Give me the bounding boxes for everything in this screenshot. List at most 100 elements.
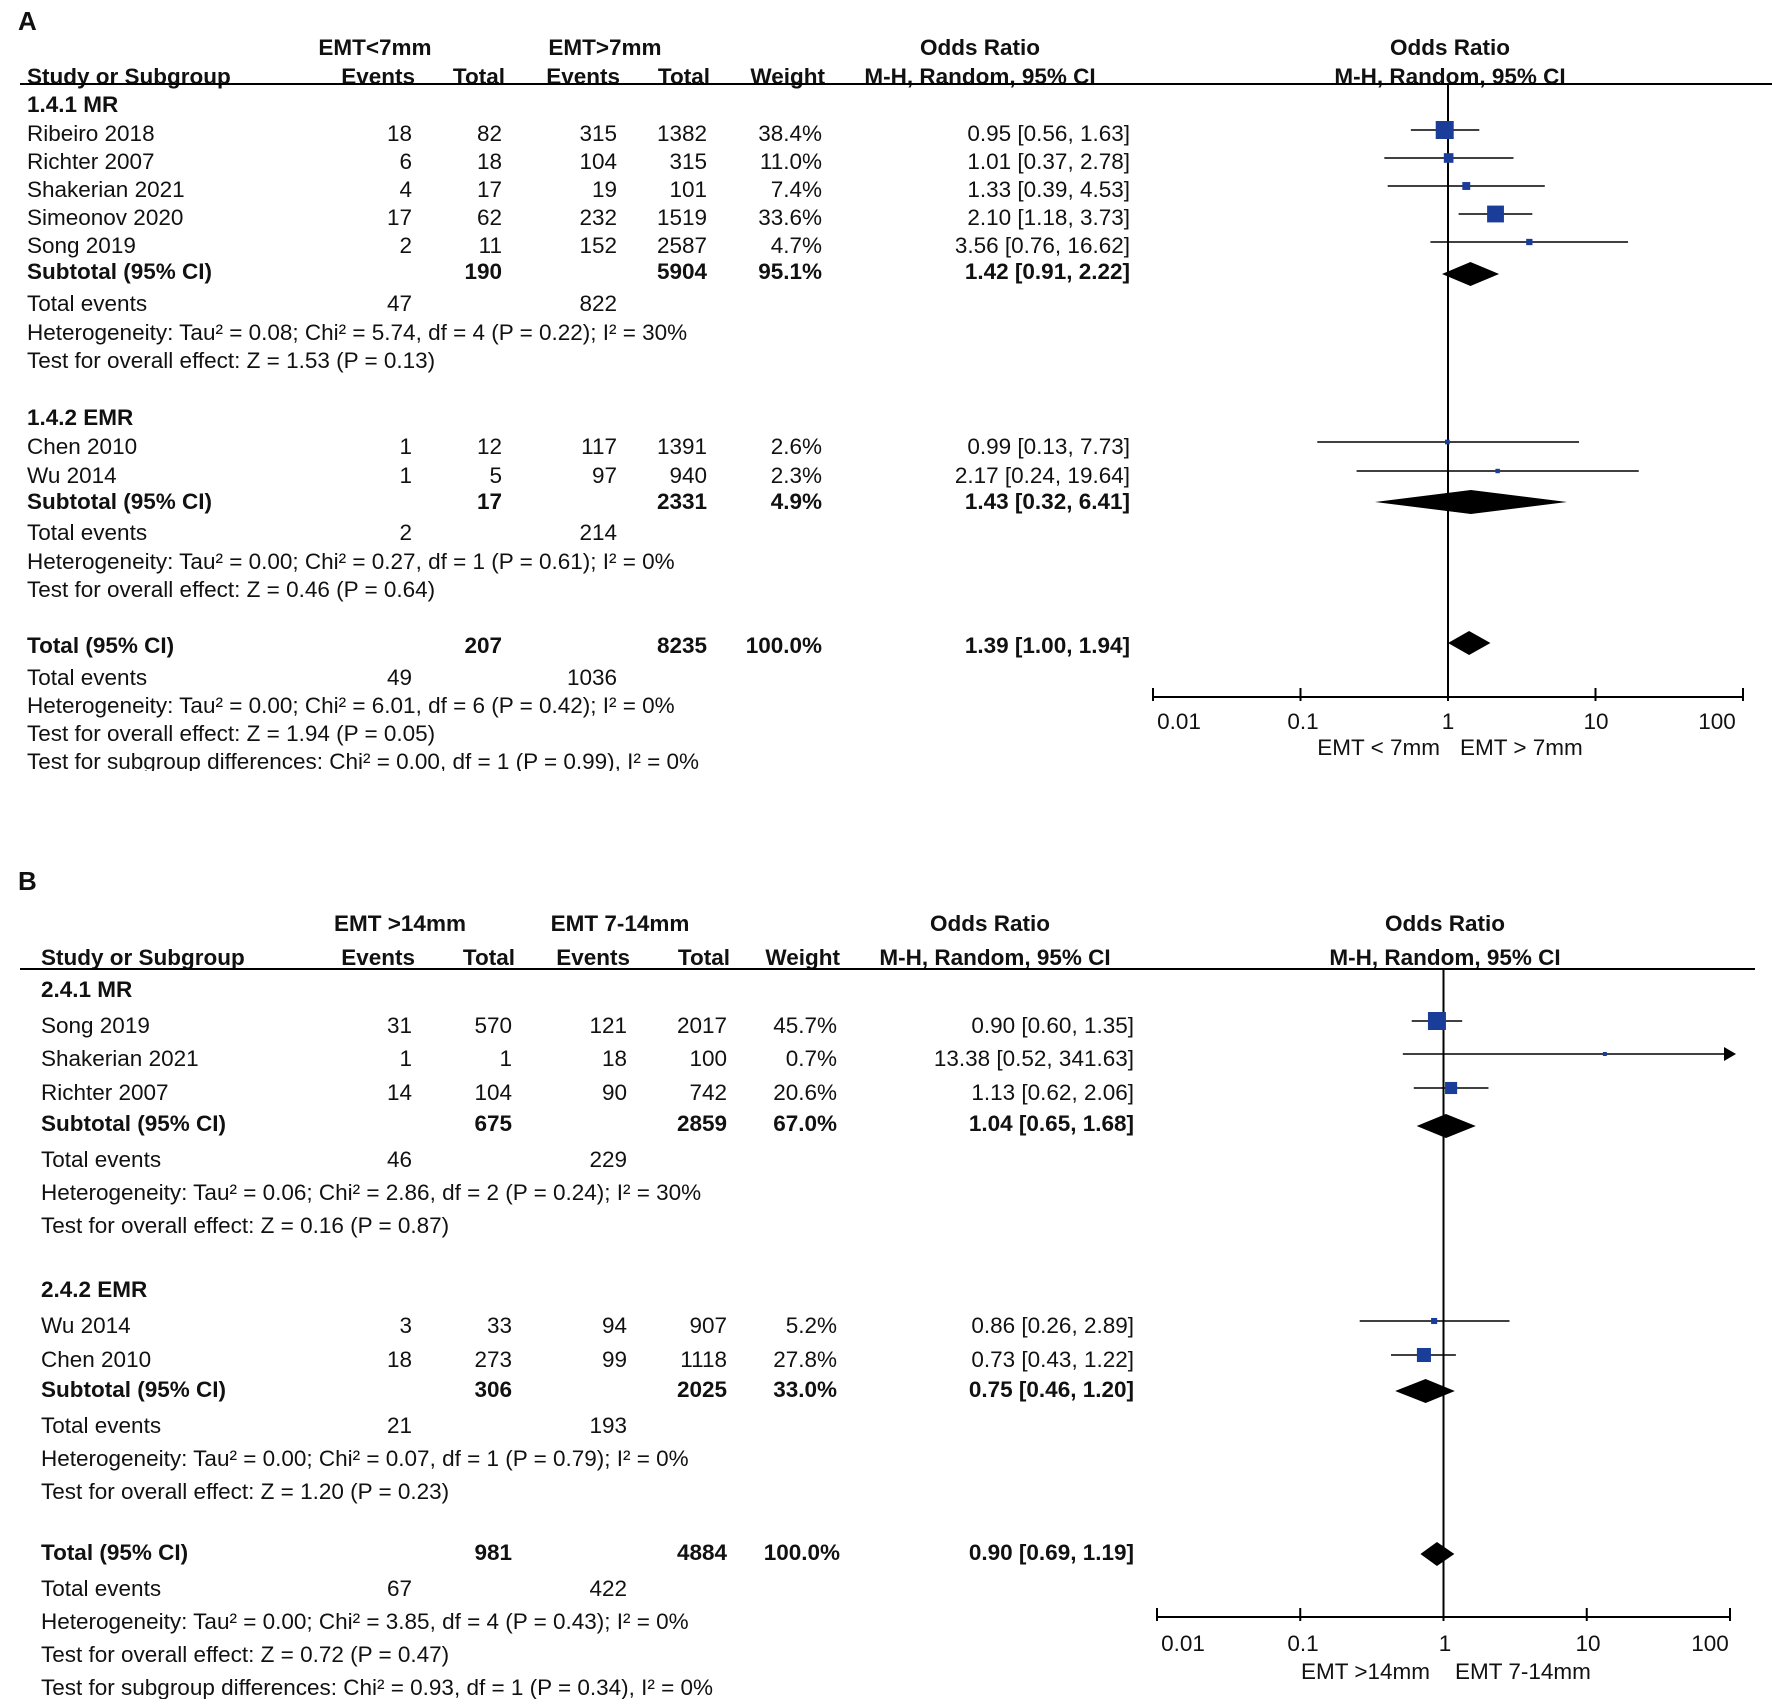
heterogeneity-text: Heterogeneity: Tau² = 0.00; Chi² = 6.01,… [27, 693, 675, 718]
total2-cell: 2017 [676, 1013, 727, 1038]
study-marker [1445, 1081, 1458, 1095]
panel-label-b: B [18, 866, 37, 896]
or-ci-cell: 0.73 [0.43, 1.22] [971, 1347, 1134, 1372]
events1-cell: 18 [386, 1347, 412, 1372]
subtotal-or-ci: 0.75 [0.46, 1.20] [968, 1377, 1134, 1402]
total-or-ci: 1.39 [1.00, 1.94] [964, 633, 1130, 658]
or-ci-cell: 2.10 [1.18, 3.73] [967, 205, 1130, 230]
axis-tick-label: 1 [1441, 709, 1455, 734]
total-diamond [1420, 1542, 1455, 1566]
total-events2: 1036 [566, 665, 617, 690]
events2-cell: 121 [589, 1013, 627, 1038]
total2-cell: 742 [689, 1080, 727, 1105]
forest-plot-b-canvas [20, 968, 1755, 1621]
total1-cell: 12 [476, 434, 502, 459]
subtotal-diamond [1416, 1114, 1476, 1138]
total1-cell: 1 [499, 1046, 512, 1071]
ci-arrow [1724, 1047, 1736, 1061]
subgroup-diff-text: Test for subgroup differences: Chi² = 0.… [27, 749, 700, 771]
subtotal-or-ci: 1.04 [0.65, 1.68] [968, 1111, 1134, 1136]
overall-effect-text: Test for overall effect: Z = 1.20 (P = 0… [41, 1479, 450, 1504]
weight-cell: 45.7% [773, 1013, 837, 1038]
total1-cell: 570 [474, 1013, 512, 1038]
heterogeneity-text: Heterogeneity: Tau² = 0.00; Chi² = 3.85,… [41, 1609, 689, 1634]
subgroup-diff-text: Test for subgroup differences: Chi² = 0.… [41, 1675, 714, 1699]
events2-cell: 152 [579, 233, 617, 258]
axis-tick-label: 10 [1575, 1631, 1601, 1656]
total1-cell: 104 [474, 1080, 512, 1105]
total-events2: 422 [589, 1576, 627, 1601]
weight-cell: 11.0% [759, 149, 822, 174]
events1-cell: 6 [399, 149, 412, 174]
subgroup-title: 1.4.2 EMR [27, 405, 134, 430]
total2-header: Total [677, 945, 730, 970]
forest-plot-a: A EMT<7mm EMT>7mm Odds Ratio Odds Ratio … [0, 0, 1772, 775]
weight-cell: 27.8% [773, 1347, 837, 1372]
or-ci-cell: 3.56 [0.76, 16.62] [954, 233, 1130, 258]
subtotal-weight: 95.1% [758, 259, 822, 284]
heterogeneity-text: Heterogeneity: Tau² = 0.08; Chi² = 5.74,… [27, 320, 688, 345]
events1-cell: 1 [399, 1046, 412, 1071]
forest-plot-b: B EMT >14mm EMT 7-14mm Odds Ratio Odds R… [0, 862, 1772, 1705]
total-events2: 214 [579, 520, 617, 545]
events2-cell: 94 [601, 1313, 627, 1338]
group2-header: EMT 7-14mm [550, 911, 690, 936]
total2-cell: 2587 [656, 233, 707, 258]
study-name: Ribeiro 2018 [27, 121, 155, 146]
subtotal-total1: 17 [476, 489, 502, 514]
subtotal-total1: 306 [474, 1377, 512, 1402]
subtotal-diamond [1375, 490, 1568, 514]
weight-cell: 20.6% [773, 1080, 837, 1105]
events1-cell: 2 [399, 233, 412, 258]
total2-cell: 100 [689, 1046, 727, 1071]
total1-header: Total [462, 945, 515, 970]
subgroup-title: 1.4.1 MR [27, 92, 119, 117]
total2-cell: 1118 [680, 1347, 727, 1372]
total-events-label: Total events [41, 1147, 162, 1172]
axis-tick-label: 1 [1438, 1631, 1452, 1656]
panel-label-a: A [18, 6, 37, 36]
group2-header: EMT>7mm [548, 35, 662, 60]
subtotal-diamond [1395, 1379, 1455, 1403]
subtotal-total1: 675 [474, 1111, 512, 1136]
subtotal-total1: 190 [464, 259, 502, 284]
axis-tick-label: 0.1 [1287, 1631, 1319, 1656]
events1-cell: 17 [386, 205, 412, 230]
study-marker [1443, 153, 1454, 163]
subtotal-weight: 33.0% [773, 1377, 837, 1402]
or-ci-cell: 1.33 [0.39, 4.53] [967, 177, 1130, 202]
or-ci-cell: 0.99 [0.13, 7.73] [967, 434, 1130, 459]
axis-tick-label: 100 [1698, 709, 1736, 734]
subtotal-diamond [1441, 262, 1500, 286]
study-marker [1435, 121, 1454, 139]
total2-cell: 1382 [656, 121, 707, 146]
study-marker [1495, 468, 1500, 474]
heterogeneity-text: Heterogeneity: Tau² = 0.00; Chi² = 0.07,… [41, 1446, 689, 1471]
total1-cell: 11 [478, 233, 502, 258]
total-or-ci: 0.90 [0.69, 1.19] [968, 1540, 1134, 1565]
odds-ratio-plot-header: Odds Ratio [1389, 35, 1510, 60]
total1-cell: 62 [476, 205, 502, 230]
study-marker [1427, 1012, 1446, 1030]
total1-cell: 33 [486, 1313, 512, 1338]
total2-cell: 1391 [656, 434, 707, 459]
subtotal-weight: 67.0% [773, 1111, 837, 1136]
subtotal-weight: 4.9% [770, 489, 822, 514]
odds-ratio-header: Odds Ratio [919, 35, 1040, 60]
total1-cell: 5 [489, 463, 502, 488]
study-name: Song 2019 [27, 233, 136, 258]
overall-effect-text: Test for overall effect: Z = 0.72 (P = 0… [41, 1642, 450, 1667]
total2-cell: 101 [669, 177, 707, 202]
or-ci-cell: 0.86 [0.26, 2.89] [971, 1313, 1134, 1338]
events2-cell: 104 [579, 149, 617, 174]
total-events2: 229 [589, 1147, 627, 1172]
subtotal-label: Subtotal (95% CI) [27, 489, 213, 514]
total-events1: 47 [386, 291, 412, 316]
axis-tick-label: 0.01 [1157, 709, 1201, 734]
study-name: Song 2019 [41, 1013, 150, 1038]
events1-cell: 1 [399, 434, 412, 459]
subtotal-total2: 2331 [656, 489, 707, 514]
subtotal-label: Subtotal (95% CI) [27, 259, 213, 284]
total2-cell: 315 [669, 149, 707, 174]
favours-right-label: EMT 7-14mm [1455, 1659, 1591, 1684]
